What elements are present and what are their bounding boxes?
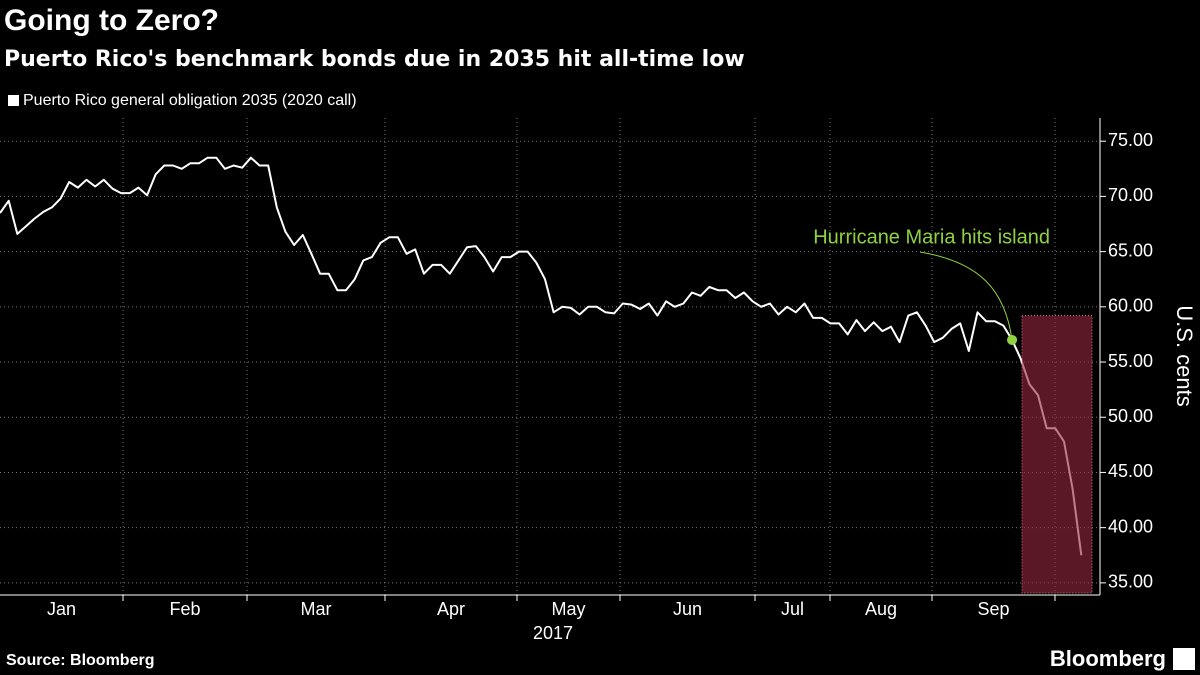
y-tick-label: 65.00 <box>1108 240 1153 260</box>
annotation: Hurricane Maria hits island <box>813 226 1050 248</box>
x-tick-label: Apr <box>437 599 465 619</box>
annotation-leader <box>919 251 1013 341</box>
y-tick-label: 40.00 <box>1108 516 1153 536</box>
line-series <box>0 156 1083 556</box>
y-tick-label: 35.00 <box>1108 572 1153 592</box>
x-tick-label: Jan <box>47 599 76 619</box>
y-tick-label: 75.00 <box>1108 130 1153 150</box>
brand-icon <box>1173 648 1195 670</box>
y-tick-label: 45.00 <box>1108 461 1153 481</box>
brand: Bloomberg <box>1050 646 1166 671</box>
legend-swatch <box>8 95 19 106</box>
x-tick-label: Jul <box>781 599 804 619</box>
y-tick-label: 70.00 <box>1108 185 1153 205</box>
x-tick-label: Jun <box>673 599 702 619</box>
y-tick-label: 55.00 <box>1108 351 1153 371</box>
x-tick-label: May <box>551 599 585 619</box>
chart-title: Going to Zero? <box>4 4 219 37</box>
x-tick-label: Feb <box>169 599 200 619</box>
highlight-region <box>1021 315 1093 594</box>
y-tick-label: 60.00 <box>1108 296 1153 316</box>
x-tick-label: Mar <box>301 599 332 619</box>
chart-subtitle: Puerto Rico's benchmark bonds due in 203… <box>4 47 745 72</box>
y-tick-label: 50.00 <box>1108 406 1153 426</box>
annotation-dot <box>1007 334 1018 345</box>
x-tick-label: Sep <box>977 599 1009 619</box>
year-label: 2017 <box>533 623 573 643</box>
source: Source: Bloomberg <box>6 652 154 669</box>
legend-label: Puerto Rico general obligation 2035 (202… <box>23 92 357 109</box>
x-tick-label: Aug <box>865 599 897 619</box>
y-axis-label: U.S. cents <box>1172 305 1197 406</box>
